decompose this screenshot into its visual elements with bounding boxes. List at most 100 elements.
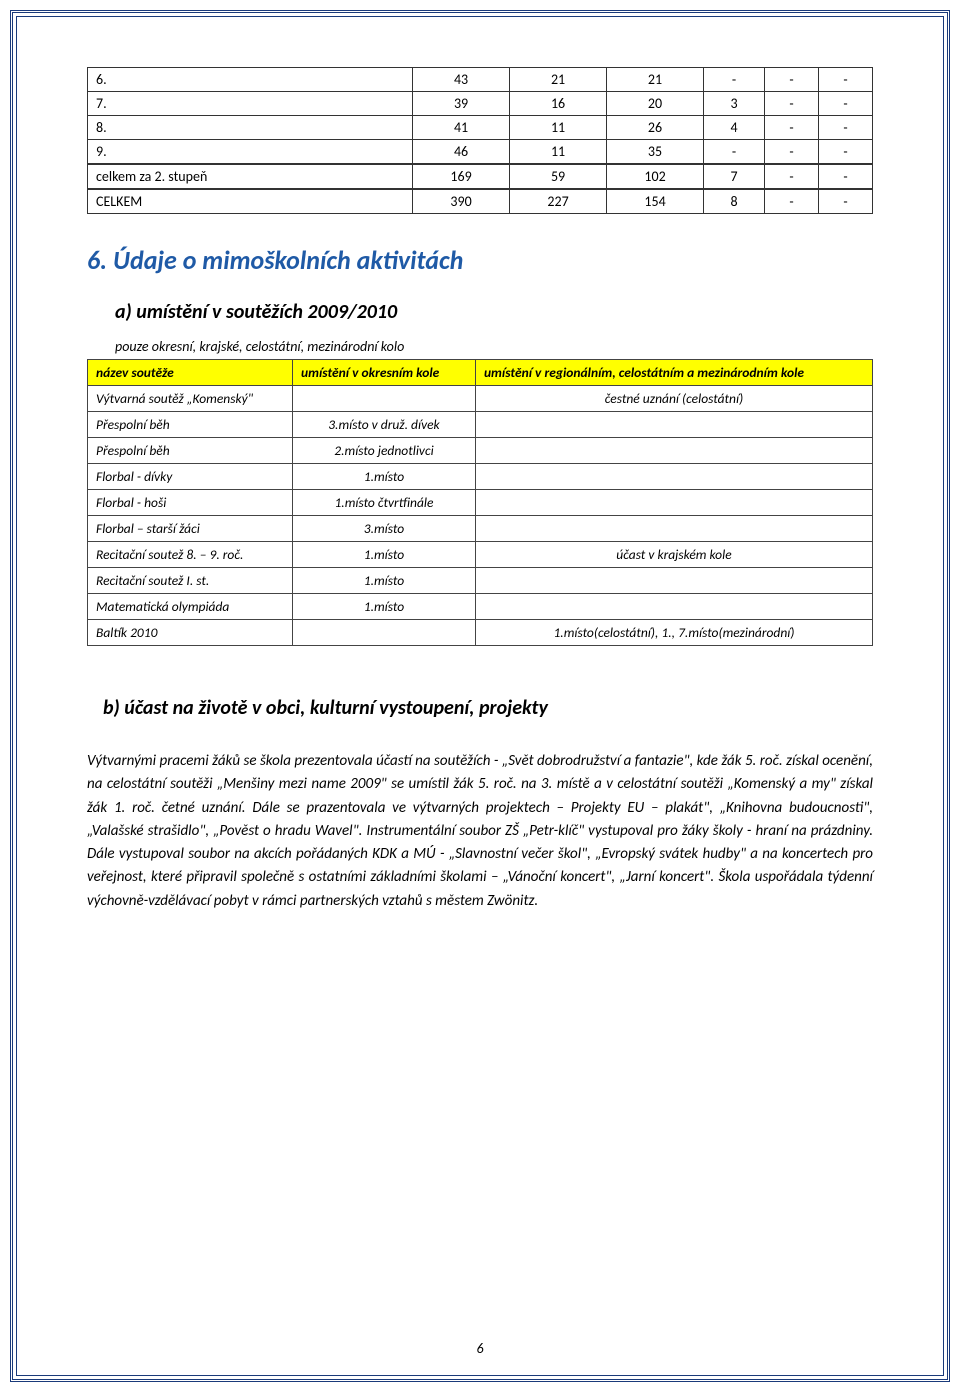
- cell: Výtvarná soutěž „Komenský": [88, 386, 293, 412]
- cell: [475, 516, 872, 542]
- cell: [475, 412, 872, 438]
- cell: 26: [607, 116, 704, 140]
- cell: -: [704, 68, 765, 92]
- cell: 1.místo(celostátní), 1., 7.místo(mezinár…: [475, 620, 872, 646]
- inner-frame: 6. 43 21 21 - - - 7. 39 16 20 3 - - 8. 4…: [16, 16, 944, 1376]
- cell: -: [819, 92, 873, 116]
- table-row: Florbal - dívky1.místo: [88, 464, 873, 490]
- competition-table: název soutěže umístění v okresním kole u…: [87, 359, 873, 646]
- cell: 4: [704, 116, 765, 140]
- cell: [475, 490, 872, 516]
- col-header: umístění v okresním kole: [293, 360, 476, 386]
- table-row: Výtvarná soutěž „Komenský"čestné uznání …: [88, 386, 873, 412]
- cell: Florbal – starší žáci: [88, 516, 293, 542]
- cell: 21: [607, 68, 704, 92]
- cell: -: [765, 116, 819, 140]
- cell: -: [765, 140, 819, 165]
- cell: 8: [704, 189, 765, 214]
- cell: 39: [413, 92, 510, 116]
- subsection-a-heading: a) umístění v soutěžích 2009/2010: [115, 300, 873, 324]
- summary-table: 6. 43 21 21 - - - 7. 39 16 20 3 - - 8. 4…: [87, 67, 873, 214]
- cell: [475, 568, 872, 594]
- cell: Baltík 2010: [88, 620, 293, 646]
- subsection-b-heading: b) účast na životě v obci, kulturní vyst…: [103, 696, 873, 720]
- cell: 6.: [88, 68, 413, 92]
- cell: Matematická olympiáda: [88, 594, 293, 620]
- cell: 3: [704, 92, 765, 116]
- table-header-row: název soutěže umístění v okresním kole u…: [88, 360, 873, 386]
- cell: 2.místo jednotlivci: [293, 438, 476, 464]
- cell: 9.: [88, 140, 413, 165]
- cell: -: [765, 92, 819, 116]
- cell: 390: [413, 189, 510, 214]
- table-row: 8. 41 11 26 4 - -: [88, 116, 873, 140]
- section-heading: 6. Údaje o mimoškolních aktivitách: [87, 244, 873, 276]
- col-header: název soutěže: [88, 360, 293, 386]
- cell: 169: [413, 164, 510, 189]
- cell: [475, 438, 872, 464]
- cell: 1.místo čtvrtfinále: [293, 490, 476, 516]
- cell: [475, 464, 872, 490]
- table-row: Matematická olympiáda1.místo: [88, 594, 873, 620]
- cell: -: [819, 140, 873, 165]
- table-row: Florbal - hoši1.místo čtvrtfinále: [88, 490, 873, 516]
- cell: -: [819, 68, 873, 92]
- cell: 154: [607, 189, 704, 214]
- table-row: CELKEM 390 227 154 8 - -: [88, 189, 873, 214]
- cell: -: [765, 164, 819, 189]
- cell: [475, 594, 872, 620]
- cell: -: [765, 189, 819, 214]
- cell: Florbal - dívky: [88, 464, 293, 490]
- cell: 227: [510, 189, 607, 214]
- cell: 21: [510, 68, 607, 92]
- cell: [293, 386, 476, 412]
- cell: CELKEM: [88, 189, 413, 214]
- table-row: Přespolní běh3.místo v druž. dívek: [88, 412, 873, 438]
- cell: 16: [510, 92, 607, 116]
- table-row: 9. 46 11 35 - - -: [88, 140, 873, 165]
- cell: 11: [510, 140, 607, 165]
- cell: -: [819, 164, 873, 189]
- cell: celkem za 2. stupeň: [88, 164, 413, 189]
- table-row: Recitační soutež 8. – 9. roč.1.místoúčas…: [88, 542, 873, 568]
- table-row: Florbal – starší žáci3.místo: [88, 516, 873, 542]
- cell: -: [819, 189, 873, 214]
- cell: 1.místo: [293, 464, 476, 490]
- cell: 1.místo: [293, 594, 476, 620]
- table-row: Recitační soutež I. st.1.místo: [88, 568, 873, 594]
- cell: 41: [413, 116, 510, 140]
- page-number: 6: [17, 1340, 943, 1357]
- cell: Recitační soutež I. st.: [88, 568, 293, 594]
- cell: 3.místo: [293, 516, 476, 542]
- cell: Přespolní běh: [88, 412, 293, 438]
- table-row: 7. 39 16 20 3 - -: [88, 92, 873, 116]
- table-row: celkem za 2. stupeň 169 59 102 7 - -: [88, 164, 873, 189]
- cell: 7: [704, 164, 765, 189]
- cell: -: [819, 116, 873, 140]
- cell: 59: [510, 164, 607, 189]
- table-row: Přespolní běh2.místo jednotlivci: [88, 438, 873, 464]
- cell: 1.místo: [293, 568, 476, 594]
- cell: účast v krajském kole: [475, 542, 872, 568]
- cell: 43: [413, 68, 510, 92]
- cell: Přespolní běh: [88, 438, 293, 464]
- cell: Florbal - hoši: [88, 490, 293, 516]
- cell: [293, 620, 476, 646]
- outer-frame: 6. 43 21 21 - - - 7. 39 16 20 3 - - 8. 4…: [10, 10, 950, 1382]
- cell: 46: [413, 140, 510, 165]
- col-header: umístění v regionálním, celostátním a me…: [475, 360, 872, 386]
- subsection-a-note: pouze okresní, krajské, celostátní, mezi…: [115, 338, 873, 355]
- cell: 7.: [88, 92, 413, 116]
- cell: 35: [607, 140, 704, 165]
- cell: -: [704, 140, 765, 165]
- cell: 8.: [88, 116, 413, 140]
- table-row: 6. 43 21 21 - - -: [88, 68, 873, 92]
- cell: 3.místo v druž. dívek: [293, 412, 476, 438]
- cell: 20: [607, 92, 704, 116]
- cell: 11: [510, 116, 607, 140]
- cell: 1.místo: [293, 542, 476, 568]
- cell: -: [765, 68, 819, 92]
- table-row: Baltík 2010 1.místo(celostátní), 1., 7.mí…: [88, 620, 873, 646]
- cell: Recitační soutež 8. – 9. roč.: [88, 542, 293, 568]
- body-paragraph: Výtvarnými pracemi žáků se škola prezent…: [87, 750, 873, 913]
